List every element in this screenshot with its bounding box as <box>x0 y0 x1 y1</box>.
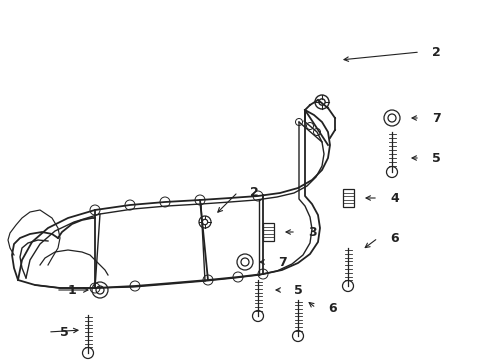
Text: 7: 7 <box>431 112 440 125</box>
Bar <box>342 189 353 207</box>
Text: 1: 1 <box>68 284 77 297</box>
Text: 5: 5 <box>60 325 69 338</box>
Text: 6: 6 <box>327 302 336 315</box>
Bar <box>262 223 273 241</box>
Text: 2: 2 <box>431 45 440 58</box>
Text: 7: 7 <box>278 256 286 269</box>
Text: 5: 5 <box>293 284 302 297</box>
Text: 3: 3 <box>307 225 316 238</box>
Text: 5: 5 <box>431 152 440 165</box>
Text: 6: 6 <box>389 231 398 244</box>
Text: 2: 2 <box>249 185 258 198</box>
Text: 4: 4 <box>389 192 398 204</box>
